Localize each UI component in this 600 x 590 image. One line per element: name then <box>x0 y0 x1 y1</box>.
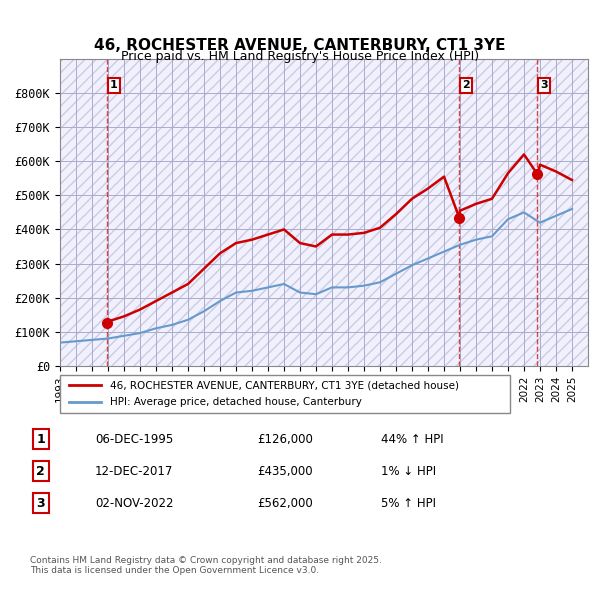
Text: 2: 2 <box>37 464 45 478</box>
Text: Price paid vs. HM Land Registry's House Price Index (HPI): Price paid vs. HM Land Registry's House … <box>121 50 479 63</box>
Text: 1% ↓ HPI: 1% ↓ HPI <box>381 464 436 478</box>
Text: Contains HM Land Registry data © Crown copyright and database right 2025.
This d: Contains HM Land Registry data © Crown c… <box>30 556 382 575</box>
Text: £562,000: £562,000 <box>257 497 313 510</box>
Text: £435,000: £435,000 <box>257 464 313 478</box>
Text: 46, ROCHESTER AVENUE, CANTERBURY, CT1 3YE: 46, ROCHESTER AVENUE, CANTERBURY, CT1 3Y… <box>94 38 506 53</box>
Text: 44% ↑ HPI: 44% ↑ HPI <box>381 432 443 445</box>
Text: 3: 3 <box>37 497 45 510</box>
Text: 12-DEC-2017: 12-DEC-2017 <box>95 464 173 478</box>
Text: 2: 2 <box>463 80 470 90</box>
Text: 5% ↑ HPI: 5% ↑ HPI <box>381 497 436 510</box>
Text: 06-DEC-1995: 06-DEC-1995 <box>95 432 173 445</box>
Text: 1: 1 <box>37 432 45 445</box>
Text: 1: 1 <box>110 80 118 90</box>
Text: HPI: Average price, detached house, Canterbury: HPI: Average price, detached house, Cant… <box>110 397 361 407</box>
FancyBboxPatch shape <box>60 375 510 413</box>
Text: £126,000: £126,000 <box>257 432 313 445</box>
Text: 02-NOV-2022: 02-NOV-2022 <box>95 497 173 510</box>
Text: 3: 3 <box>541 80 548 90</box>
Text: 46, ROCHESTER AVENUE, CANTERBURY, CT1 3YE (detached house): 46, ROCHESTER AVENUE, CANTERBURY, CT1 3Y… <box>110 381 458 391</box>
